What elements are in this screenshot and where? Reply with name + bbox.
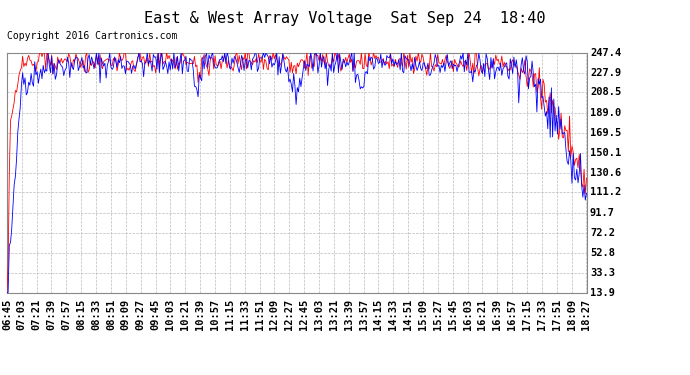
Text: 189.0: 189.0 (590, 108, 621, 117)
Text: 13.9: 13.9 (590, 288, 615, 297)
Text: 111.2: 111.2 (590, 188, 621, 198)
Text: 247.4: 247.4 (590, 48, 621, 57)
Text: East & West Array Voltage  Sat Sep 24  18:40: East & West Array Voltage Sat Sep 24 18:… (144, 11, 546, 26)
Text: 130.6: 130.6 (590, 168, 621, 177)
Text: 150.1: 150.1 (590, 147, 621, 158)
Text: East Array  (DC Volts): East Array (DC Volts) (420, 32, 557, 42)
Text: 52.8: 52.8 (590, 248, 615, 258)
Text: Copyright 2016 Cartronics.com: Copyright 2016 Cartronics.com (7, 31, 177, 41)
Text: 91.7: 91.7 (590, 207, 615, 218)
Text: 33.3: 33.3 (590, 267, 615, 278)
Text: 208.5: 208.5 (590, 87, 621, 98)
Text: 72.2: 72.2 (590, 228, 615, 238)
Text: West Array  (DC Volts): West Array (DC Volts) (540, 32, 678, 42)
Text: 169.5: 169.5 (590, 128, 621, 138)
Text: 227.9: 227.9 (590, 68, 621, 78)
